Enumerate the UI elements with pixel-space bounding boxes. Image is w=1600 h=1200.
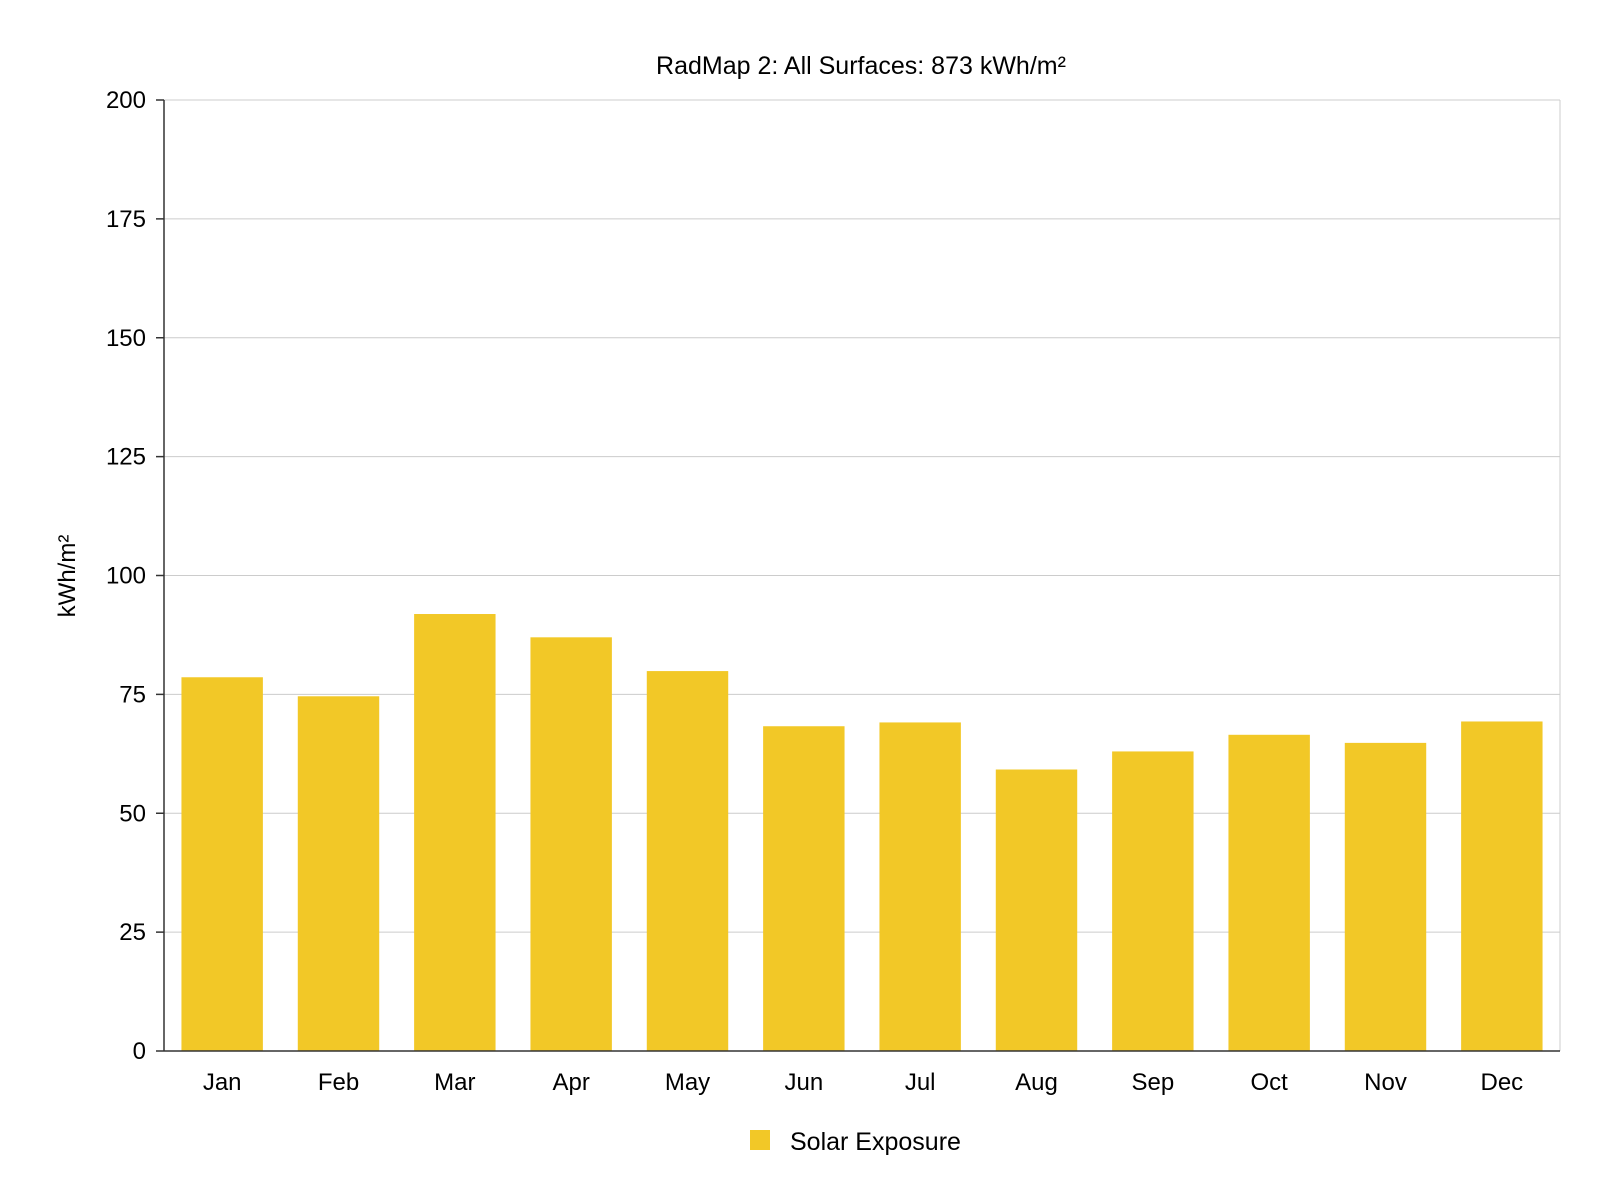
x-tick-label: Mar [434,1069,475,1096]
gridlines [164,99,1561,1051]
y-axis-ticks: 0 25 50 75 100 125 150 175 200 [106,87,164,1065]
bar-jul [879,722,961,1051]
x-tick-label: Feb [318,1069,359,1096]
bars [181,614,1543,1051]
chart-title: RadMap 2: All Surfaces: 873 kWh/m² [656,52,1066,80]
y-tick-label: 75 [119,681,146,708]
y-tick-label: 175 [106,206,146,233]
x-tick-label: Jul [905,1069,936,1096]
bar-mar [414,614,496,1051]
y-axis-label: kWh/m² [54,535,81,618]
bar-may [646,671,729,1051]
y-tick-label: 150 [106,325,146,352]
x-tick-label: Jun [784,1069,823,1096]
x-tick-label: May [665,1069,710,1096]
bar-sep [1112,751,1194,1051]
x-tick-label: Sep [1131,1069,1174,1096]
y-tick-label: 50 [119,800,146,827]
y-tick-label: 0 [133,1038,146,1065]
bar-jun [763,726,845,1051]
x-tick-label: Apr [552,1069,589,1096]
legend-swatch [750,1130,770,1150]
bar-aug [995,769,1078,1051]
x-tick-label: Nov [1364,1069,1407,1096]
x-tick-label: Dec [1480,1069,1523,1096]
bar-jan [181,677,263,1051]
bar-apr [530,637,612,1051]
bar-feb [297,696,380,1051]
x-tick-label: Oct [1250,1069,1288,1096]
legend-label: Solar Exposure [790,1128,961,1156]
x-tick-label: Jan [203,1069,242,1096]
bar-dec [1461,721,1543,1051]
bar-nov [1344,742,1427,1051]
y-tick-label: 125 [106,444,146,471]
x-tick-label: Aug [1015,1069,1058,1096]
legend: Solar Exposure [750,1128,961,1156]
y-tick-label: 200 [106,87,146,114]
y-tick-label: 100 [106,563,146,590]
y-tick-label: 25 [119,919,146,946]
bar-oct [1228,734,1310,1051]
x-axis-ticks: Jan Feb Mar Apr May Jun Jul Aug Sep Oct Nov Dec [203,1069,1523,1096]
